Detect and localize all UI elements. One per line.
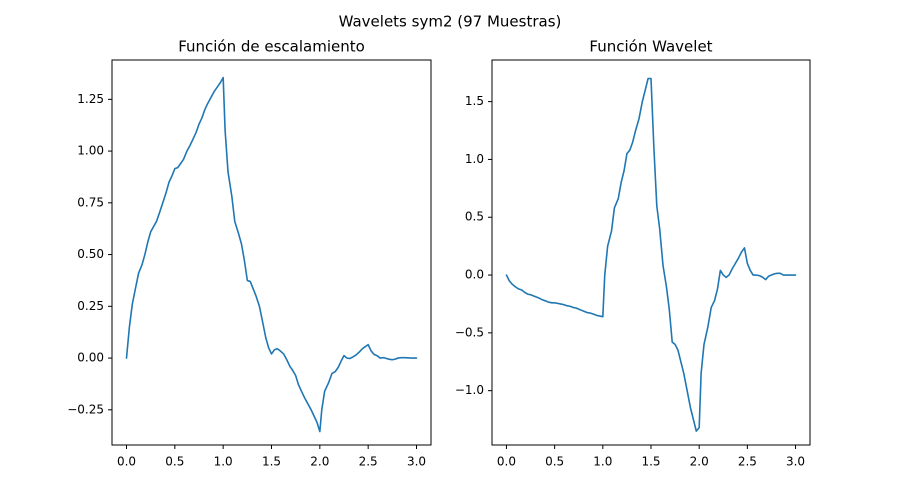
- plot-left-x-axis: 0.0 0.5 1.0 1.5 2.0 2.5 3.0: [117, 445, 426, 469]
- plot-left-x-tick-label: 2.0: [310, 455, 329, 469]
- plot-left-x-tick-label: 3.0: [407, 455, 426, 469]
- plot-right-x-tick-label: 0.5: [545, 455, 564, 469]
- plot-right-y-tick-label: −1.0: [455, 383, 484, 397]
- plot-right-x-tick-label: 2.0: [690, 455, 709, 469]
- plot-left-y-tick-label: 0.25: [77, 299, 104, 313]
- plot-left-y-tick-label: 1.00: [77, 144, 104, 158]
- plot-left-title: Función de escalamiento: [178, 38, 365, 56]
- plot-right-y-tick-label: −0.5: [455, 325, 484, 339]
- plot-right-y-tick-label: 0.5: [465, 210, 484, 224]
- plot-left-x-tick-label: 2.5: [359, 455, 378, 469]
- plot-right: Función Wavelet 0.0 0.5 1.0 1.5 2.0 2.5 3.0 −1…: [455, 38, 811, 469]
- plot-left-x-tick-label: 1.0: [214, 455, 233, 469]
- plot-left-y-tick-label: 0.75: [77, 195, 104, 209]
- plot-left-x-tick-label: 0.0: [117, 455, 136, 469]
- plot-right-y-tick-label: 0.0: [465, 268, 484, 282]
- plot-right-x-axis: 0.0 0.5 1.0 1.5 2.0 2.5 3.0: [497, 445, 805, 469]
- plot-left-y-tick-label: 1.25: [77, 92, 104, 106]
- plot-right-x-tick-label: 0.0: [497, 455, 516, 469]
- plot-right-y-axis: −1.0 −0.5 0.0 0.5 1.0 1.5: [455, 94, 492, 397]
- plot-left-series-line: [125, 76, 418, 433]
- plot-right-title: Función Wavelet: [589, 38, 712, 56]
- figure-suptitle: Wavelets sym2 (97 Muestras): [339, 13, 562, 31]
- plot-left-x-tick-label: 1.5: [262, 455, 281, 469]
- plot-right-series: [505, 77, 797, 432]
- plot-left: Función de escalamiento 0.0 0.5 1.0 1.5 2.0 2…: [67, 38, 432, 469]
- plot-right-y-tick-label: 1.0: [465, 152, 484, 166]
- plot-left-y-tick-label: −0.25: [67, 402, 104, 416]
- plot-left-y-tick-label: 0.00: [77, 351, 104, 365]
- plot-right-series-line: [505, 77, 797, 432]
- plot-left-series: [125, 76, 418, 433]
- plot-right-x-tick-label: 3.0: [786, 455, 805, 469]
- plot-left-y-tick-label: 0.50: [77, 247, 104, 261]
- plot-right-x-tick-label: 1.5: [641, 455, 660, 469]
- plot-right-x-tick-label: 1.0: [593, 455, 612, 469]
- plot-right-x-tick-label: 2.5: [738, 455, 757, 469]
- plot-right-y-tick-label: 1.5: [465, 94, 484, 108]
- plot-left-x-tick-label: 0.5: [165, 455, 184, 469]
- plot-left-y-axis: −0.25 0.00 0.25 0.50 0.75 1.00 1.25: [67, 92, 112, 416]
